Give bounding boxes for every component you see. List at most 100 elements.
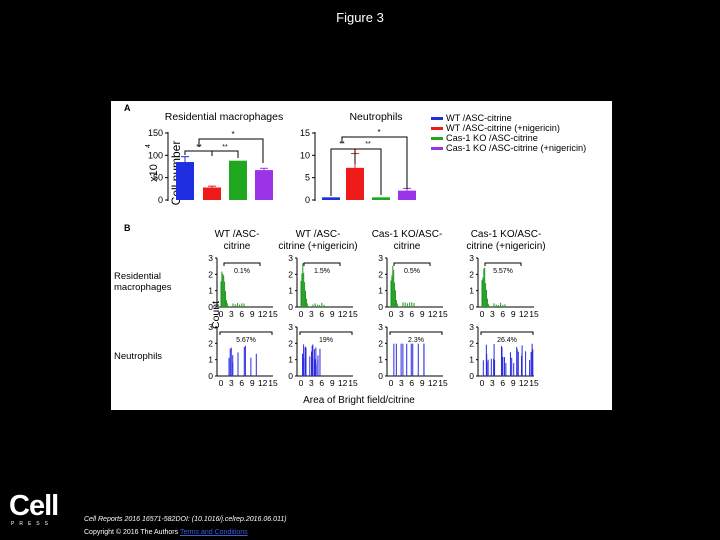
hist-xtick-label-0-1: 15 xyxy=(348,309,358,319)
column-header-1: citrine (+nigericin) xyxy=(278,241,357,252)
bar-1-0 xyxy=(176,162,194,200)
y-axis-unit-exponent: 4 xyxy=(145,144,152,148)
hist-ytick-label-1-3: 2 xyxy=(469,338,474,348)
hist-ytick-label-0-0: 1 xyxy=(208,286,213,296)
cell-logo-press: PRESS xyxy=(11,521,53,527)
sig-bracket-1c xyxy=(198,138,264,163)
sig-label-1a: ** xyxy=(196,144,202,151)
legend-swatch-1 xyxy=(431,127,443,130)
legend-label-2: Cas-1 KO /ASC-citrine xyxy=(446,133,538,143)
column-header-2: Cas-1 KO/ASC- xyxy=(372,229,443,240)
copyright-line: Copyright © 2016 The Authors Terms and C… xyxy=(84,529,248,536)
column-header-0: WT /ASC- xyxy=(215,229,260,240)
hist-xtick-label-0-0: 12 xyxy=(258,309,268,319)
column-header-2: citrine xyxy=(394,241,421,252)
hist-ytick-label-0-0: 3 xyxy=(208,253,213,263)
legend-swatch-3 xyxy=(431,147,443,150)
copyright-text: Copyright © 2016 The Authors xyxy=(84,529,179,536)
column-header-1: WT /ASC- xyxy=(296,229,341,240)
sig-label-2b: ** xyxy=(365,141,371,148)
hist-xtick-label-0-0: 15 xyxy=(268,309,278,319)
histogram-x-label: Area of Bright field/citrine xyxy=(303,395,415,406)
hist-ytick-label-0-1: 0 xyxy=(288,302,293,312)
terms-link[interactable]: Terms and Conditions xyxy=(179,529,248,536)
hist-xtick-label-0-2: 15 xyxy=(438,309,448,319)
y-tick-label-1: 150 xyxy=(148,128,163,138)
hist-xtick-label-1-1: 12 xyxy=(338,378,348,388)
sig-bracket-1b xyxy=(211,150,239,158)
hist-xtick-label-1-0: 3 xyxy=(229,378,234,388)
hist-ytick-label-0-2: 2 xyxy=(378,269,383,279)
row-label-0: macrophages xyxy=(114,282,172,293)
hist-xtick-label-1-2: 15 xyxy=(438,378,448,388)
bar-2-2 xyxy=(372,197,390,200)
hist-xtick-label-0-3: 12 xyxy=(519,309,529,319)
row-label-1: Neutrophils xyxy=(114,351,162,362)
hist-gate-0-3 xyxy=(484,262,522,266)
hist-xtick-label-1-1: 3 xyxy=(309,378,314,388)
hist-xtick-label-0-2: 12 xyxy=(428,309,438,319)
hist-ytick-label-1-0: 3 xyxy=(208,322,213,332)
hist-xtick-label-1-3: 0 xyxy=(480,378,485,388)
hist-xtick-label-1-0: 9 xyxy=(250,378,255,388)
hist-xtick-label-0-3: 15 xyxy=(529,309,539,319)
hist-ytick-label-1-2: 0 xyxy=(378,371,383,381)
sig-bracket-2c xyxy=(341,136,408,189)
legend-label-3: Cas-1 KO /ASC-citrine (+nigericin) xyxy=(446,143,586,153)
hist-gate-1-1 xyxy=(299,331,353,335)
hist-xtick-label-0-1: 0 xyxy=(299,309,304,319)
hist-ytick-label-0-1: 2 xyxy=(288,269,293,279)
hist-ytick-label-0-3: 2 xyxy=(469,269,474,279)
hist-ytick-label-0-0: 0 xyxy=(208,302,213,312)
hist-xtick-label-1-2: 12 xyxy=(428,378,438,388)
bar-2-0 xyxy=(322,197,340,200)
hist-ytick-label-0-2: 3 xyxy=(378,253,383,263)
citation-text: Cell Reports 2016 16571-582DOI: (10.1016… xyxy=(84,516,287,523)
hist-ytick-label-1-2: 3 xyxy=(378,322,383,332)
bar-1-3 xyxy=(255,170,273,200)
hist-ytick-label-1-0: 2 xyxy=(208,338,213,348)
legend-label-0: WT /ASC-citrine xyxy=(446,113,512,123)
bar-2-1 xyxy=(346,167,364,200)
hist-ytick-label-1-2: 1 xyxy=(378,355,383,365)
hist-gate-1-3 xyxy=(480,331,534,335)
hist-gate-0-1 xyxy=(303,262,341,266)
sig-label-1c: * xyxy=(231,130,234,139)
hist-xtick-label-1-1: 0 xyxy=(299,378,304,388)
hist-percent-0-0: 0.1% xyxy=(234,268,250,275)
hist-ytick-label-0-3: 1 xyxy=(469,286,474,296)
hist-xtick-label-0-0: 9 xyxy=(250,309,255,319)
hist-ytick-label-1-0: 0 xyxy=(208,371,213,381)
hist-percent-0-2: 0.5% xyxy=(404,268,420,275)
hist-xtick-label-0-2: 9 xyxy=(420,309,425,319)
legend-swatch-2 xyxy=(431,137,443,140)
column-header-3: citrine (+nigericin) xyxy=(466,241,545,252)
hist-percent-1-2: 2.3% xyxy=(408,337,424,344)
hist-ytick-label-1-1: 0 xyxy=(288,371,293,381)
y-tick-label-2: 0 xyxy=(305,195,310,205)
hist-ytick-label-1-1: 2 xyxy=(288,338,293,348)
hist-ytick-label-1-3: 3 xyxy=(469,322,474,332)
y-axis-unit: x10 xyxy=(148,164,160,182)
hist-xtick-label-0-0: 3 xyxy=(229,309,234,319)
hist-xtick-label-0-0: 0 xyxy=(219,309,224,319)
hist-xtick-label-0-2: 3 xyxy=(399,309,404,319)
legend-swatch-0 xyxy=(431,117,443,120)
hist-xtick-label-0-0: 6 xyxy=(239,309,244,319)
legend-label-1: WT /ASC-citrine (+nigericin) xyxy=(446,123,560,133)
row-label-0: Residential xyxy=(114,271,161,282)
column-header-3: Cas-1 KO/ASC- xyxy=(471,229,542,240)
hist-ytick-label-0-0: 2 xyxy=(208,269,213,279)
hist-ytick-label-1-0: 1 xyxy=(208,355,213,365)
histogram-y-label: Count xyxy=(210,301,222,329)
hist-xtick-label-0-3: 6 xyxy=(500,309,505,319)
y-tick-label-2: 15 xyxy=(300,128,310,138)
hist-ytick-label-0-3: 0 xyxy=(469,302,474,312)
hist-ytick-label-0-3: 3 xyxy=(469,253,474,263)
panel-a-label: A xyxy=(124,103,131,113)
hist-xtick-label-0-1: 12 xyxy=(338,309,348,319)
hist-ytick-label-0-2: 0 xyxy=(378,302,383,312)
hist-xtick-label-1-3: 15 xyxy=(529,378,539,388)
